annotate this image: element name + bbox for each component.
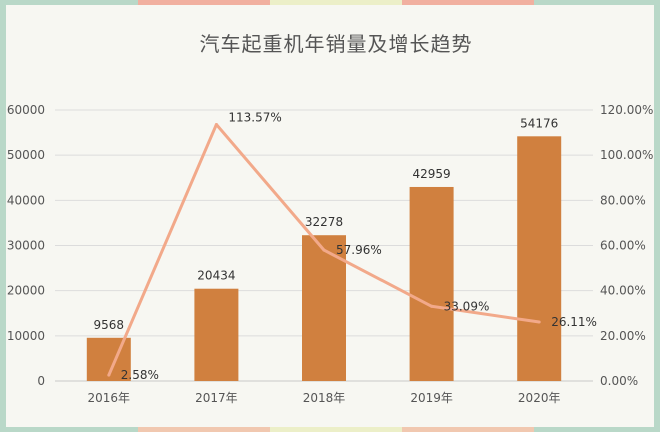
bar-value-label: 20434 (197, 269, 235, 283)
bar-value-label: 9568 (94, 318, 125, 332)
chart-title: 汽车起重机年销量及增长趋势 (199, 32, 473, 56)
bar (194, 288, 239, 381)
growth-point (537, 320, 541, 324)
bar (302, 235, 346, 381)
y-left-tick-label: 20000 (7, 284, 45, 298)
x-category-label: 2016年 (88, 391, 131, 405)
bottom-decor-strip (6, 427, 660, 432)
y-left-tick-label: 60000 (7, 103, 45, 117)
growth-point (322, 248, 326, 252)
growth-value-label: 113.57% (228, 111, 281, 125)
growth-point (430, 304, 434, 308)
x-category-label: 2020年 (518, 391, 561, 405)
growth-point (214, 123, 218, 127)
y-right-tick-label: 120.00% (600, 103, 653, 117)
growth-value-label: 2.58% (121, 368, 159, 382)
growth-value-label: 26.11% (551, 315, 597, 329)
y-left-tick-label: 40000 (7, 193, 45, 207)
y-left-tick-label: 50000 (7, 148, 45, 162)
y-right-tick-label: 80.00% (600, 193, 646, 207)
bar-value-label: 54176 (520, 116, 558, 130)
bar (409, 186, 454, 381)
y-right-tick-label: 60.00% (600, 239, 646, 253)
growth-value-label: 57.96% (336, 243, 382, 257)
x-category-label: 2018年 (303, 391, 346, 405)
y-right-tick-label: 40.00% (600, 284, 646, 298)
bar-value-label: 32278 (305, 215, 343, 229)
growth-value-label: 33.09% (444, 299, 490, 313)
y-left-tick-label: 0 (37, 374, 45, 388)
x-category-label: 2019年 (410, 391, 453, 405)
y-right-tick-label: 0.00% (600, 374, 638, 388)
y-right-tick-label: 100.00% (600, 148, 653, 162)
bar-value-label: 42959 (413, 167, 451, 181)
y-left-tick-label: 10000 (7, 329, 45, 343)
top-decor-strip (6, 0, 660, 5)
x-category-label: 2017年 (195, 391, 238, 405)
y-left-tick-label: 30000 (7, 239, 45, 253)
y-right-tick-label: 20.00% (600, 329, 646, 343)
growth-point (107, 373, 111, 377)
bar (517, 136, 562, 381)
